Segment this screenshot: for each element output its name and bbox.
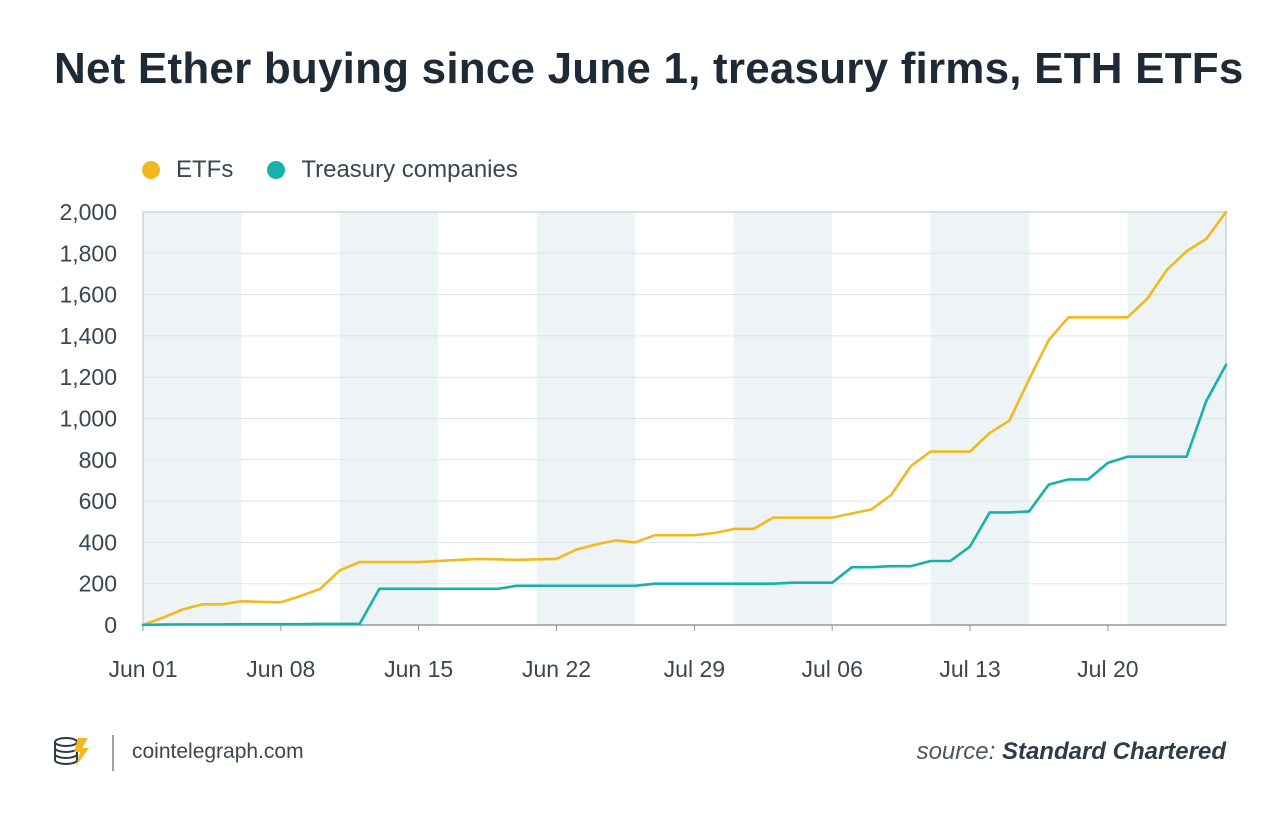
legend-swatch-treasury	[267, 161, 286, 179]
x-tick-label: Jul 13	[939, 656, 1000, 682]
source-name: Standard Chartered	[1001, 738, 1226, 765]
y-tick-label: 0	[104, 612, 117, 638]
x-tick-label: Jun 01	[108, 656, 177, 682]
y-tick-label: 1,800	[59, 240, 117, 266]
y-tick-label: 200	[79, 571, 117, 597]
y-tick-label: 600	[79, 488, 117, 514]
y-tick-label: 1,200	[59, 364, 117, 390]
legend-label-treasury: Treasury companies	[301, 156, 518, 183]
source-label: source:	[916, 738, 996, 765]
y-tick-label: 2,000	[59, 199, 117, 225]
cointelegraph-logo-icon	[54, 737, 89, 766]
y-tick-label: 800	[79, 447, 117, 473]
y-tick-label: 1,000	[59, 406, 117, 432]
x-tick-label: Jun 08	[246, 656, 315, 682]
y-tick-label: 1,600	[59, 282, 117, 308]
series-line-treasury-companies	[141, 363, 1228, 627]
line-chart: 0 200 400 600 800 1,000 1,200 1,400 1,600 1,800 2,…	[59, 199, 1228, 682]
x-tick-label: Jul 20	[1077, 656, 1138, 682]
x-tick-label: Jul 29	[664, 656, 725, 682]
y-tick-label: 400	[79, 529, 117, 555]
y-tick-label: 1,400	[59, 323, 117, 349]
legend-item-treasury: Treasury companies	[267, 156, 518, 184]
legend-item-etfs: ETFs	[142, 156, 233, 184]
footer-divider	[112, 735, 114, 771]
chart-title: Net Ether buying since June 1, treasury …	[54, 44, 1244, 93]
series-line-etfs	[141, 210, 1228, 627]
x-tick-label: Jul 06	[801, 656, 862, 682]
legend-label-etfs: ETFs	[176, 156, 234, 183]
chart-legend: ETFs Treasury companies	[142, 156, 518, 184]
footer-site-link[interactable]: cointelegraph.com	[132, 740, 304, 763]
footer-source: source: Standard Chartered	[917, 738, 1226, 766]
legend-swatch-etfs	[142, 161, 160, 179]
x-tick-label: Jun 15	[384, 656, 453, 682]
x-tick-label: Jun 22	[522, 656, 591, 682]
